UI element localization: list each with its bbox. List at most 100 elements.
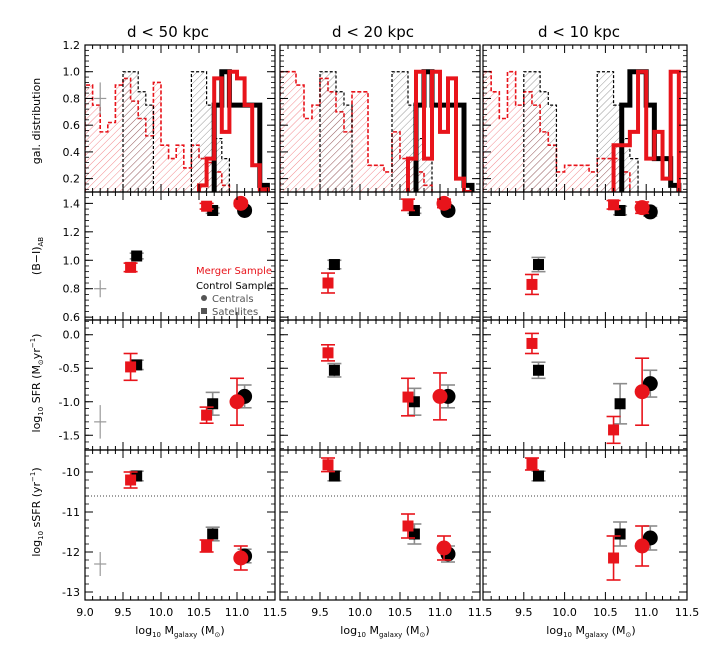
panel-content: [524, 199, 658, 296]
merger-satellite-point: [125, 261, 137, 273]
y-tick-label: 0.6: [63, 119, 81, 132]
x-tick-label: 11.5: [263, 606, 288, 619]
y-tick-label: 0.8: [63, 92, 81, 105]
panel-sfr-2: [279, 319, 481, 451]
control-satellite-point: [131, 250, 143, 262]
y-tick-label: -11: [62, 506, 80, 519]
panel-content: [321, 195, 456, 294]
merger-central-point: [233, 195, 249, 211]
y-tick-label: -10: [62, 466, 80, 479]
panel-dist-3: [482, 44, 688, 193]
column-title-3: d < 10 kpc: [538, 23, 620, 41]
merger-satellite-point: [125, 361, 137, 373]
panel-ssfr-2: 9.5 10.0 10.5 11.0 11.5: [279, 449, 493, 619]
x-tick-label: 10.0: [348, 606, 373, 619]
ylabel-color: (B−I)AB: [30, 237, 45, 275]
control-satellite-point: [532, 364, 544, 376]
legend-centrals-marker: [201, 295, 207, 301]
control-satellite-point: [328, 259, 340, 271]
panel-content: [94, 352, 253, 439]
x-tick-label: 11.0: [428, 606, 453, 619]
merger-central-point: [229, 394, 245, 410]
merger-central-hist: [406, 69, 472, 192]
y-tick-label: 0.2: [63, 173, 81, 186]
panel-content: [524, 332, 658, 445]
control-satellite-hist: [523, 71, 639, 192]
svg-text:(B−I)AB: (B−I)AB: [30, 237, 45, 275]
panel-color-2: [279, 191, 481, 321]
y-tick-label: 1.0: [63, 254, 81, 267]
y-tick-label: 1.2: [63, 226, 81, 239]
panel-color-3: [482, 191, 688, 321]
column-title-1: d < 50 kpc: [127, 23, 209, 41]
y-tick-label: -13: [62, 586, 80, 599]
merger-central-point: [634, 200, 650, 216]
panel-content: [483, 457, 687, 581]
ylabel-ssfr: log10 sSFR (yr−1): [29, 467, 45, 556]
y-tick-label: 1.0: [63, 66, 81, 79]
svg-text:log10 sSFR (yr−1): log10 sSFR (yr−1): [29, 467, 45, 556]
merger-central-point: [436, 540, 452, 556]
merger-satellite-point: [526, 458, 538, 470]
legend-merger: Merger Sample: [196, 266, 272, 277]
x-tick-label: 9.5: [515, 606, 533, 619]
x-tick-label: 11.5: [675, 606, 700, 619]
control-satellite-point: [207, 528, 219, 540]
ylabel-distribution: gal. distribution: [30, 78, 43, 164]
y-tick-label: 1.4: [63, 197, 81, 210]
merger-central-point: [233, 550, 249, 566]
merger-central-point: [432, 388, 448, 404]
merger-satellite-point: [201, 409, 213, 421]
merger-satellite-point: [201, 540, 213, 552]
control-satellite-point: [614, 528, 626, 540]
legend-control: Control Sample: [196, 281, 273, 292]
control-satellite-point: [532, 259, 544, 271]
x-tick-label: 11.0: [225, 606, 250, 619]
control-satellite-point: [207, 398, 219, 410]
merger-central-point: [634, 384, 650, 400]
xlabel-3: log10 Mgalaxy (M⊙): [546, 624, 635, 639]
y-tick-label: -1.5: [59, 429, 80, 442]
legend-centrals: Centrals: [212, 294, 254, 305]
panel-content: [85, 69, 270, 192]
panel-sfr-1: -1.5 -1.0 -0.5 0.0: [59, 319, 276, 451]
y-tick-label: -0.5: [59, 362, 80, 375]
control-satellite-point: [207, 204, 219, 216]
legend-satellites-marker: [201, 308, 207, 314]
panel-sfr-3: [482, 319, 688, 451]
panels-layer: 0.20.40.60.81.01.20.60.81.01.21.4-1.5-1.…: [59, 39, 700, 619]
panel-content: [280, 457, 480, 563]
x-tick-label: 10.0: [149, 606, 174, 619]
merger-central-hist: [197, 69, 270, 192]
x-tick-label: 11.5: [468, 606, 493, 619]
y-tick-label: -1.0: [59, 396, 80, 409]
ylabel-sfr: log10 SFR (M⊙yr−1): [29, 334, 45, 433]
merger-satellite-point: [201, 200, 213, 212]
xlabel-2: log10 Mgalaxy (M⊙): [340, 624, 429, 639]
merger-satellite-point: [526, 278, 538, 290]
control-satellite-point: [408, 528, 420, 540]
x-tick-label: 9.5: [114, 606, 132, 619]
control-satellite-point: [532, 470, 544, 482]
merger-satellite-point: [322, 347, 334, 359]
merger-satellite-point: [608, 424, 620, 436]
merger-central-hist: [611, 69, 681, 192]
panel-content: [280, 69, 475, 192]
merger-central-point: [436, 195, 452, 211]
control-central-hist: [619, 69, 682, 192]
merger-satellite-point: [402, 520, 414, 532]
y-tick-label: 0.0: [63, 329, 81, 342]
panel-frame: [279, 449, 481, 601]
y-tick-label: 0.6: [63, 311, 81, 324]
svg-text:log10 Mgalaxy (M⊙): log10 Mgalaxy (M⊙): [546, 624, 635, 639]
legend: Merger Sample Control Sample Centrals Sa…: [196, 266, 273, 318]
control-satellite-point: [131, 470, 143, 482]
merger-satellite-point: [402, 199, 414, 211]
x-tick-label: 10.5: [593, 606, 618, 619]
control-satellite-point: [614, 204, 626, 216]
merger-satellite-point: [526, 337, 538, 349]
panel-frame: [84, 449, 276, 601]
panel-content: [321, 343, 456, 421]
panel-ssfr-3: 9.5 10.0 10.5 11.0 11.5: [482, 449, 700, 619]
